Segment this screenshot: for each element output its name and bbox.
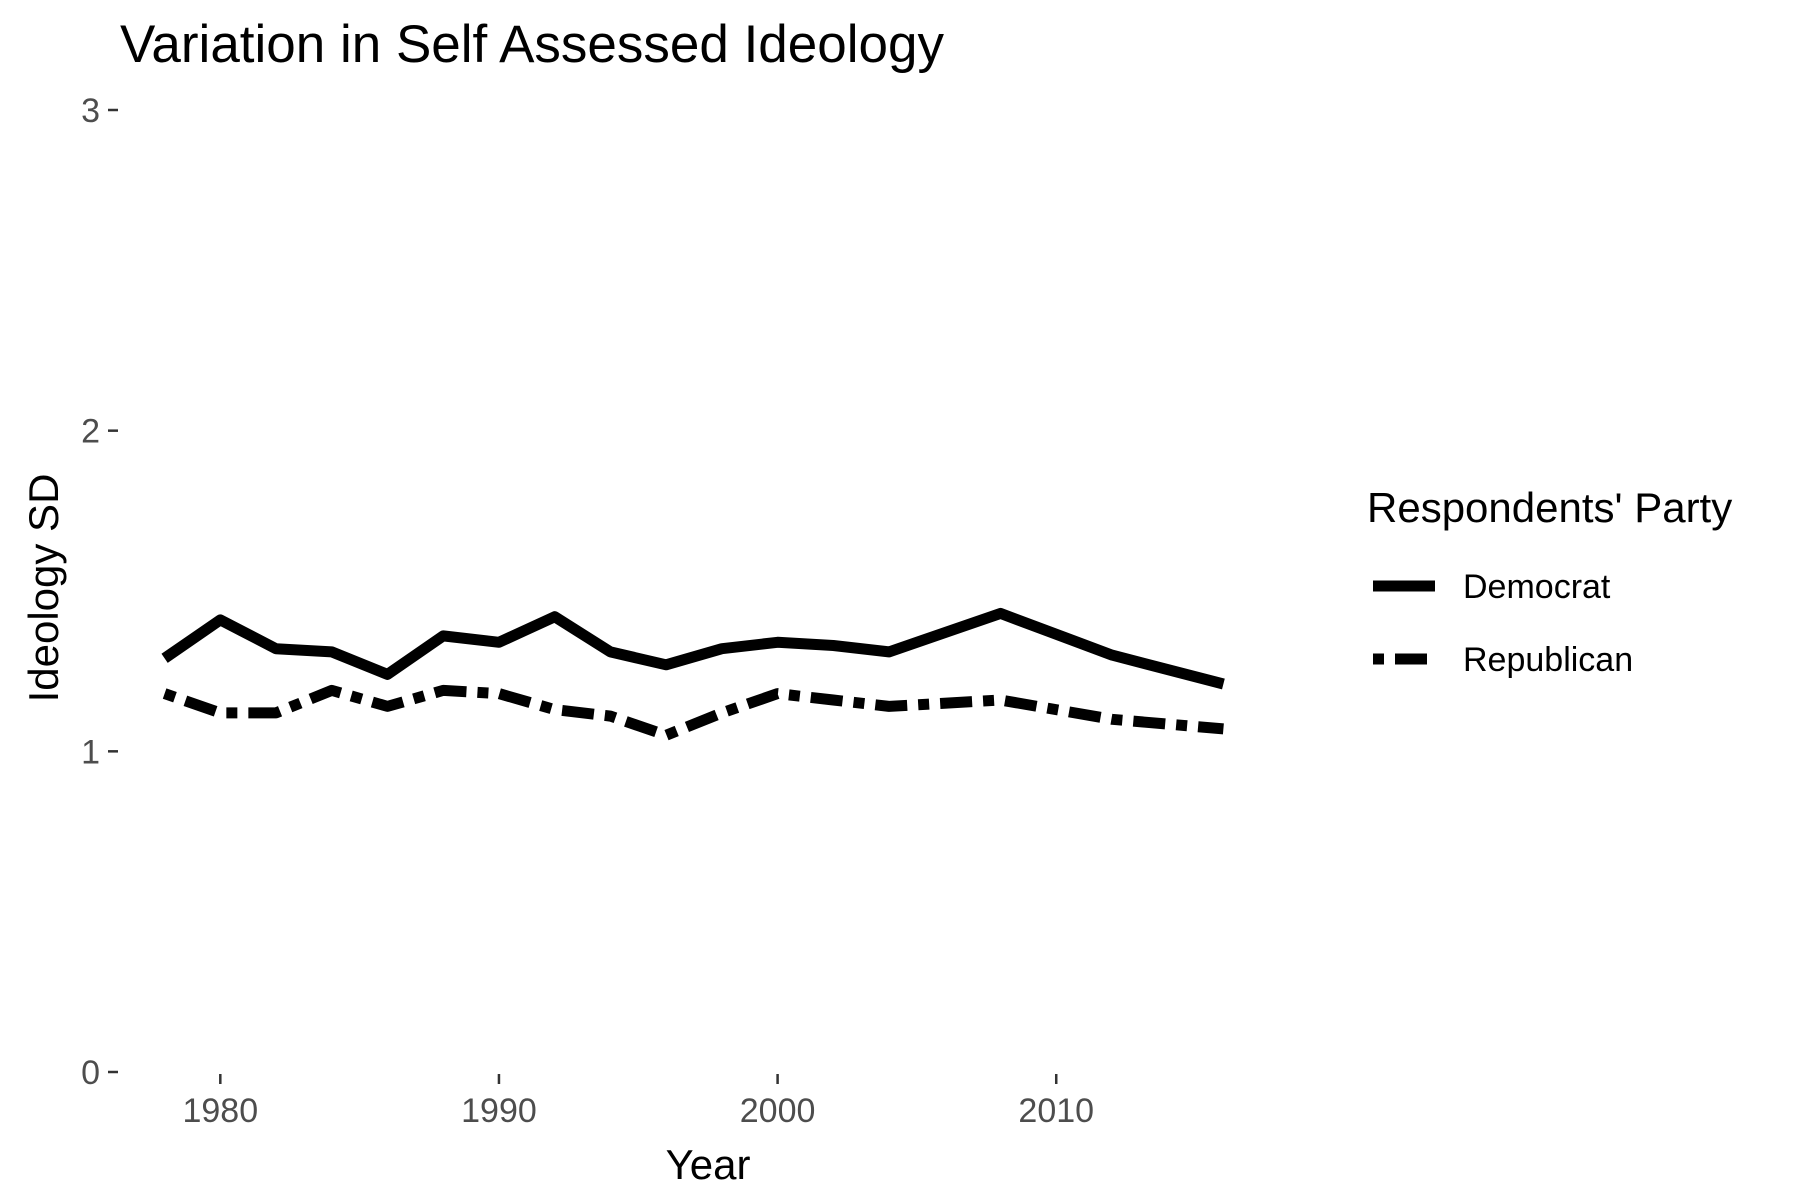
x-tick-label: 2010 — [1018, 1092, 1094, 1130]
series-line-republican — [162, 684, 1224, 741]
y-tick-label: 0 — [81, 1054, 100, 1092]
legend: Respondents' Party Democrat Republican — [1367, 484, 1732, 679]
legend-label-democrat: Democrat — [1463, 568, 1611, 606]
plot-area — [161, 607, 1225, 741]
x-axis-title: Year — [666, 1141, 751, 1188]
y-tick-label: 1 — [81, 733, 100, 771]
y-tick-label: 3 — [81, 92, 100, 130]
y-axis-title: Ideology SD — [20, 474, 67, 703]
series-line-democrat — [161, 607, 1225, 690]
chart-title: Variation in Self Assessed Ideology — [120, 15, 944, 74]
y-axis: 0 1 2 3 — [81, 92, 118, 1092]
x-tick-label: 1980 — [182, 1092, 258, 1130]
x-axis: 1980 1990 2000 2010 — [182, 1074, 1094, 1130]
x-tick-label: 1990 — [461, 1092, 537, 1130]
y-tick-label: 2 — [81, 413, 100, 451]
legend-title: Respondents' Party — [1367, 484, 1732, 531]
legend-label-republican: Republican — [1463, 641, 1633, 679]
x-tick-label: 2000 — [740, 1092, 816, 1130]
